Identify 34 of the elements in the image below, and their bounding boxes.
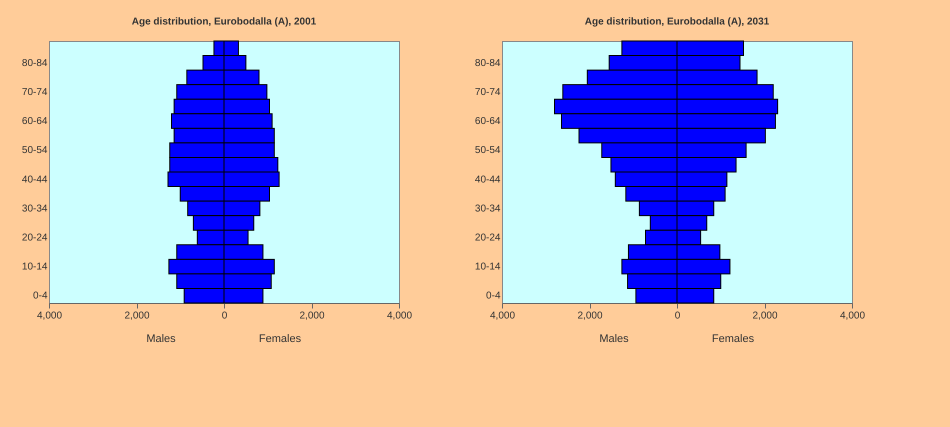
y-tick-label: 30-34: [22, 203, 48, 214]
x-tick-label: 4,000: [36, 310, 62, 322]
y-tick-label: 50-54: [22, 145, 48, 156]
y-tick-label: 70-74: [474, 86, 501, 98]
x-tick-label: 0: [674, 310, 681, 322]
y-tick-label: 10-14: [22, 262, 48, 273]
y-tick-label: 70-74: [22, 86, 48, 98]
chart-title: Age distribution, Eurobodalla (A), 2001: [132, 16, 317, 28]
x-tick-label: 2,000: [752, 310, 778, 322]
y-tick-label: 60-64: [474, 116, 501, 128]
y-tick-label: 20-24: [474, 232, 501, 244]
x-tick-label: 4,000: [386, 310, 412, 322]
x-tick-label: 4,000: [490, 310, 516, 322]
y-tick-label: 60-64: [22, 116, 48, 128]
y-tick-label: 0-4: [486, 290, 501, 302]
y-tick-label: 40-44: [22, 174, 48, 186]
chart-title: Age distribution, Eurobodalla (A), 2031: [584, 16, 770, 28]
y-tick-label: 50-54: [474, 145, 501, 156]
y-tick-label: 20-24: [22, 232, 48, 244]
y-tick-label: 0-4: [33, 290, 48, 302]
text: Females: [258, 333, 302, 345]
x-tick-label: 4,000: [840, 310, 866, 322]
y-tick-label: 80-84: [22, 58, 48, 69]
x-tick-label: 2,000: [124, 310, 150, 322]
x-tick-label: 2,000: [577, 310, 603, 322]
y-tick-label: 10-14: [474, 262, 501, 273]
text: Males: [146, 333, 176, 345]
x-tick-label: 0: [222, 310, 228, 322]
x-tick-label: 2,000: [299, 310, 325, 322]
text: Males: [599, 333, 630, 345]
y-tick-label: 30-34: [474, 203, 501, 214]
y-tick-label: 80-84: [474, 58, 501, 69]
text: Females: [712, 333, 755, 345]
y-tick-label: 40-44: [474, 174, 501, 186]
